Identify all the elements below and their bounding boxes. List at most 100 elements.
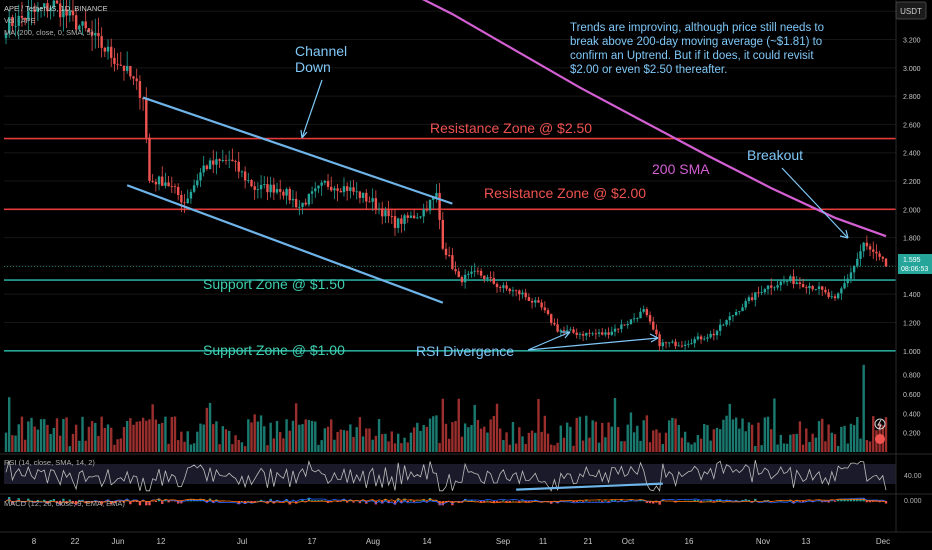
rsi-level-label: 40.00	[904, 473, 922, 480]
volume-bar	[135, 421, 138, 452]
volume-bar	[263, 426, 266, 452]
candle-body	[470, 271, 473, 274]
volume-bar	[390, 431, 393, 452]
macd-histogram-bar	[524, 501, 527, 503]
candle-body	[49, 7, 52, 12]
candle-body	[514, 290, 518, 292]
volume-bar	[55, 418, 59, 452]
candle-body	[317, 185, 320, 189]
candle-body	[269, 184, 272, 193]
volume-bar	[326, 426, 330, 452]
candle-body	[339, 190, 342, 193]
volume-bar	[601, 422, 604, 452]
volume-bar	[550, 444, 553, 452]
macd-histogram-bar	[747, 499, 751, 502]
candle-body	[454, 269, 457, 272]
volume-bar	[419, 430, 422, 452]
macd-histogram-bar	[374, 501, 378, 505]
macd-histogram-bar	[575, 501, 578, 502]
time-tick-label: Nov	[756, 537, 770, 546]
macd-histogram-bar	[789, 499, 792, 502]
macd-histogram-bar	[878, 501, 881, 503]
candle-body	[368, 201, 371, 203]
macd-histogram-bar	[639, 499, 642, 502]
candle-body	[435, 192, 438, 197]
volume-bar	[17, 424, 20, 452]
candle-body	[14, 25, 17, 27]
volume-bar	[872, 416, 875, 452]
lightning-icon-glyph	[877, 419, 882, 430]
candle-body	[795, 282, 798, 285]
volume-bar	[817, 421, 821, 452]
volume-bar	[645, 415, 649, 452]
volume-bar	[304, 419, 307, 452]
macd-histogram-bar	[263, 500, 266, 502]
volume-bar	[189, 444, 193, 452]
flag-icon[interactable]	[875, 434, 885, 444]
volume-bar	[138, 421, 142, 452]
lightning-icon[interactable]	[874, 418, 886, 430]
candle-body	[135, 78, 138, 82]
volume-bar	[4, 432, 8, 452]
volume-bar	[852, 425, 856, 452]
volume-bar	[827, 424, 830, 452]
macd-histogram-bar	[419, 500, 422, 502]
volume-bar	[642, 420, 645, 452]
candle-body	[770, 285, 773, 288]
candle-body	[779, 281, 782, 286]
volume-bar	[604, 437, 607, 452]
macd-histogram-bar	[65, 501, 68, 504]
candle-body	[122, 65, 126, 71]
volume-bar	[661, 444, 665, 452]
volume-bar	[629, 412, 633, 452]
candle-body	[36, 8, 40, 12]
volume-bar	[792, 434, 795, 452]
candle-body	[381, 208, 384, 217]
last-price-value: 1.595	[903, 257, 921, 264]
candle-body	[601, 332, 604, 335]
volume-bar	[409, 432, 413, 452]
macd-histogram-bar	[62, 498, 65, 502]
volume-bar	[103, 427, 107, 452]
alert-icons[interactable]	[874, 418, 886, 444]
divergence-arrow-heads	[561, 331, 659, 343]
macd-histogram-bar	[393, 501, 397, 505]
volume-bar	[454, 421, 457, 452]
volume-bar	[52, 427, 56, 452]
macd-signal-line	[5, 498, 887, 505]
macd-histogram-bar	[613, 500, 617, 502]
candle-body	[65, 9, 68, 16]
volume-bar	[514, 443, 518, 452]
candle-body	[715, 330, 719, 336]
price-tick-label: 1.200	[903, 320, 921, 327]
macd-histogram-bar	[294, 501, 298, 504]
volume-bar	[71, 433, 75, 452]
candle-body	[259, 184, 263, 190]
candle-body	[250, 179, 253, 187]
candle-body	[575, 332, 578, 335]
volume-bar	[581, 440, 585, 452]
macd-histogram-bar	[754, 498, 757, 502]
macd-histogram-bar	[620, 499, 623, 502]
candle-body	[805, 287, 808, 289]
volume-bar	[247, 419, 250, 452]
macd-histogram-bar	[483, 501, 486, 503]
volume-bar	[100, 416, 103, 452]
macd-histogram-bar	[81, 499, 84, 502]
currency-badge[interactable]	[895, 1, 927, 20]
candle-body	[773, 287, 776, 289]
candle-body	[833, 296, 837, 299]
macd-histogram-bar	[486, 500, 489, 502]
candle-body	[301, 202, 304, 207]
candle-body	[298, 206, 301, 208]
volume-bar	[757, 422, 760, 452]
candle-body	[285, 188, 288, 196]
volume-bar	[508, 444, 511, 452]
volume-tick-label: 0.200	[903, 431, 921, 438]
volume-bar	[505, 432, 508, 452]
volume-bar	[546, 433, 550, 452]
candle-body	[100, 36, 103, 48]
volume-bar	[738, 428, 741, 452]
candle-body	[87, 28, 91, 32]
